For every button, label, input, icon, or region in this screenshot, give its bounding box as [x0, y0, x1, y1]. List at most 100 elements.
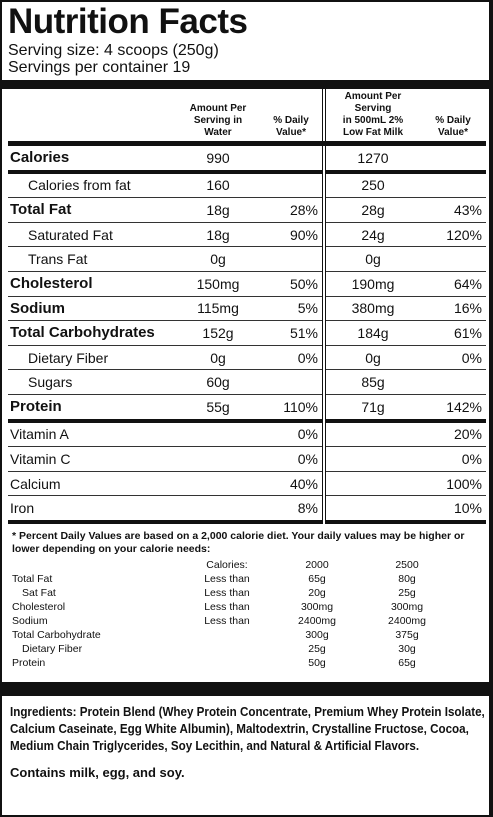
water-daily-value: 51%	[260, 320, 324, 346]
milk-amount	[322, 495, 420, 524]
water-amount	[176, 471, 260, 497]
ingredients: Ingredients: Protein Blend (Whey Protein…	[10, 704, 489, 755]
dv-2000: 50g	[308, 656, 326, 669]
water-amount: 990	[176, 143, 260, 174]
water-daily-value	[260, 246, 324, 272]
milk-daily-value: 61%	[420, 320, 486, 346]
dv-header: 2500	[395, 558, 419, 571]
nutrient-row: Trans Fat 0g 0g	[8, 246, 486, 272]
nutrient-name: Cholesterol	[8, 271, 176, 297]
dv-limit	[182, 656, 272, 670]
milk-daily-value: 64%	[420, 271, 486, 297]
water-amount: 18g	[176, 222, 260, 248]
column-header: Amount Per Serving in 500mL 2% Low Fat M…	[322, 89, 420, 146]
title: Nutrition Facts	[8, 2, 248, 41]
milk-amount: 28g	[322, 197, 420, 223]
milk-amount: 250	[322, 171, 420, 199]
nutrient-row: Total Fat 18g 28% 28g 43%	[8, 197, 486, 223]
dv-2500: 25g	[398, 586, 416, 599]
nutrient-name: Total Carbohydrates	[8, 320, 176, 346]
water-amount	[176, 446, 260, 472]
water-amount	[176, 495, 260, 524]
dv-row: Protein 50g 65g	[12, 656, 452, 670]
water-daily-value: 40%	[260, 471, 324, 497]
dv-2500: 30g	[398, 642, 416, 655]
nutrient-name: Vitamin C	[8, 446, 176, 472]
water-daily-value: 0%	[260, 420, 324, 448]
milk-daily-value: 16%	[420, 296, 486, 322]
daily-value-table: Calories: 2000 2500 Total Fat Less than 65g 80…	[12, 558, 452, 670]
milk-daily-value	[420, 171, 486, 199]
nutrient-row: Sugars 60g 85g	[8, 369, 486, 395]
dv-2000: 65g	[308, 572, 326, 585]
servings: Servings per container 19	[8, 59, 191, 76]
dv-row: Total Fat Less than 65g 80g	[12, 572, 452, 586]
milk-daily-value: 20%	[420, 420, 486, 448]
nutrient-name: Iron	[8, 495, 176, 524]
water-daily-value: 50%	[260, 271, 324, 297]
nutrient-name: Sodium	[8, 296, 176, 322]
milk-amount: 190mg	[322, 271, 420, 297]
column-header: % Daily Value*	[420, 89, 486, 146]
nutrient-row: Saturated Fat 18g 90% 24g 120%	[8, 222, 486, 248]
milk-daily-value: 10%	[420, 495, 486, 524]
water-daily-value: 0%	[260, 446, 324, 472]
water-daily-value: 28%	[260, 197, 324, 223]
dv-2000: 300g	[305, 628, 329, 641]
water-daily-value: 5%	[260, 296, 324, 322]
dv-2500: 300mg	[390, 600, 424, 613]
dv-limit	[182, 628, 272, 642]
nutrient-row: Calories from fat 160 250	[8, 171, 486, 199]
dv-2000: 25g	[308, 642, 326, 655]
milk-amount: 380mg	[322, 296, 420, 322]
allergens: Contains milk, egg, and soy.	[10, 764, 185, 780]
serving-size: Serving size: 4 scoops (250g)	[8, 42, 219, 59]
nutrient-row: Calories 990 1270	[8, 143, 486, 174]
divider	[2, 80, 491, 89]
water-amount: 60g	[176, 369, 260, 395]
dv-2000: 20g	[308, 586, 326, 599]
nutrient-row: Sodium 115mg 5% 380mg 16%	[8, 296, 486, 322]
water-amount: 115mg	[176, 296, 260, 322]
milk-amount: 1270	[322, 143, 420, 174]
nutrient-row: Calcium 40% 100%	[8, 471, 486, 497]
divider	[2, 681, 491, 696]
dv-row: Cholesterol Less than 300mg 300mg	[12, 600, 452, 614]
milk-amount: 184g	[322, 320, 420, 346]
nutrient-row: Total Carbohydrates 152g 51% 184g 61%	[8, 320, 486, 346]
dv-2000: 2400mg	[298, 614, 336, 627]
header-row: Amount Per Serving in Water% Daily Value…	[8, 89, 486, 146]
milk-amount	[322, 446, 420, 472]
water-amount: 18g	[176, 197, 260, 223]
nutrient-row: Dietary Fiber 0g 0% 0g 0%	[8, 345, 486, 371]
dv-2000: 300mg	[300, 600, 334, 613]
dv-row: Sat Fat Less than 20g 25g	[12, 586, 452, 600]
nutrient-row: Vitamin C 0% 0%	[8, 446, 486, 472]
water-daily-value	[260, 369, 324, 395]
milk-amount: 0g	[322, 246, 420, 272]
column-header: Amount Per Serving in Water	[176, 89, 260, 146]
milk-amount: 0g	[322, 345, 420, 371]
dv-2500: 2400mg	[388, 614, 426, 627]
dv-limit: Less than	[204, 614, 250, 627]
dv-2500: 65g	[398, 656, 416, 669]
water-daily-value: 110%	[260, 394, 324, 423]
dv-2500: 80g	[398, 572, 416, 585]
column-header: % Daily Value*	[260, 89, 324, 146]
nutrient-table: Amount Per Serving in Water% Daily Value…	[8, 89, 486, 524]
nutrient-name: Dietary Fiber	[8, 345, 176, 371]
milk-amount: 85g	[322, 369, 420, 395]
dv-header-row: Calories: 2000 2500	[12, 558, 452, 572]
dv-row: Total Carbohydrate 300g 375g	[12, 628, 452, 642]
water-amount: 150mg	[176, 271, 260, 297]
water-amount: 152g	[176, 320, 260, 346]
dv-2500: 375g	[395, 628, 419, 641]
dv-header: 2000	[305, 558, 329, 571]
footnote: * Percent Daily Values are based on a 2,…	[12, 529, 465, 555]
dv-row: Sodium Less than 2400mg 2400mg	[12, 614, 452, 628]
milk-daily-value: 142%	[420, 394, 486, 423]
dv-limit: Less than	[204, 600, 250, 613]
dv-header: Calories:	[206, 558, 248, 571]
milk-daily-value: 0%	[420, 345, 486, 371]
